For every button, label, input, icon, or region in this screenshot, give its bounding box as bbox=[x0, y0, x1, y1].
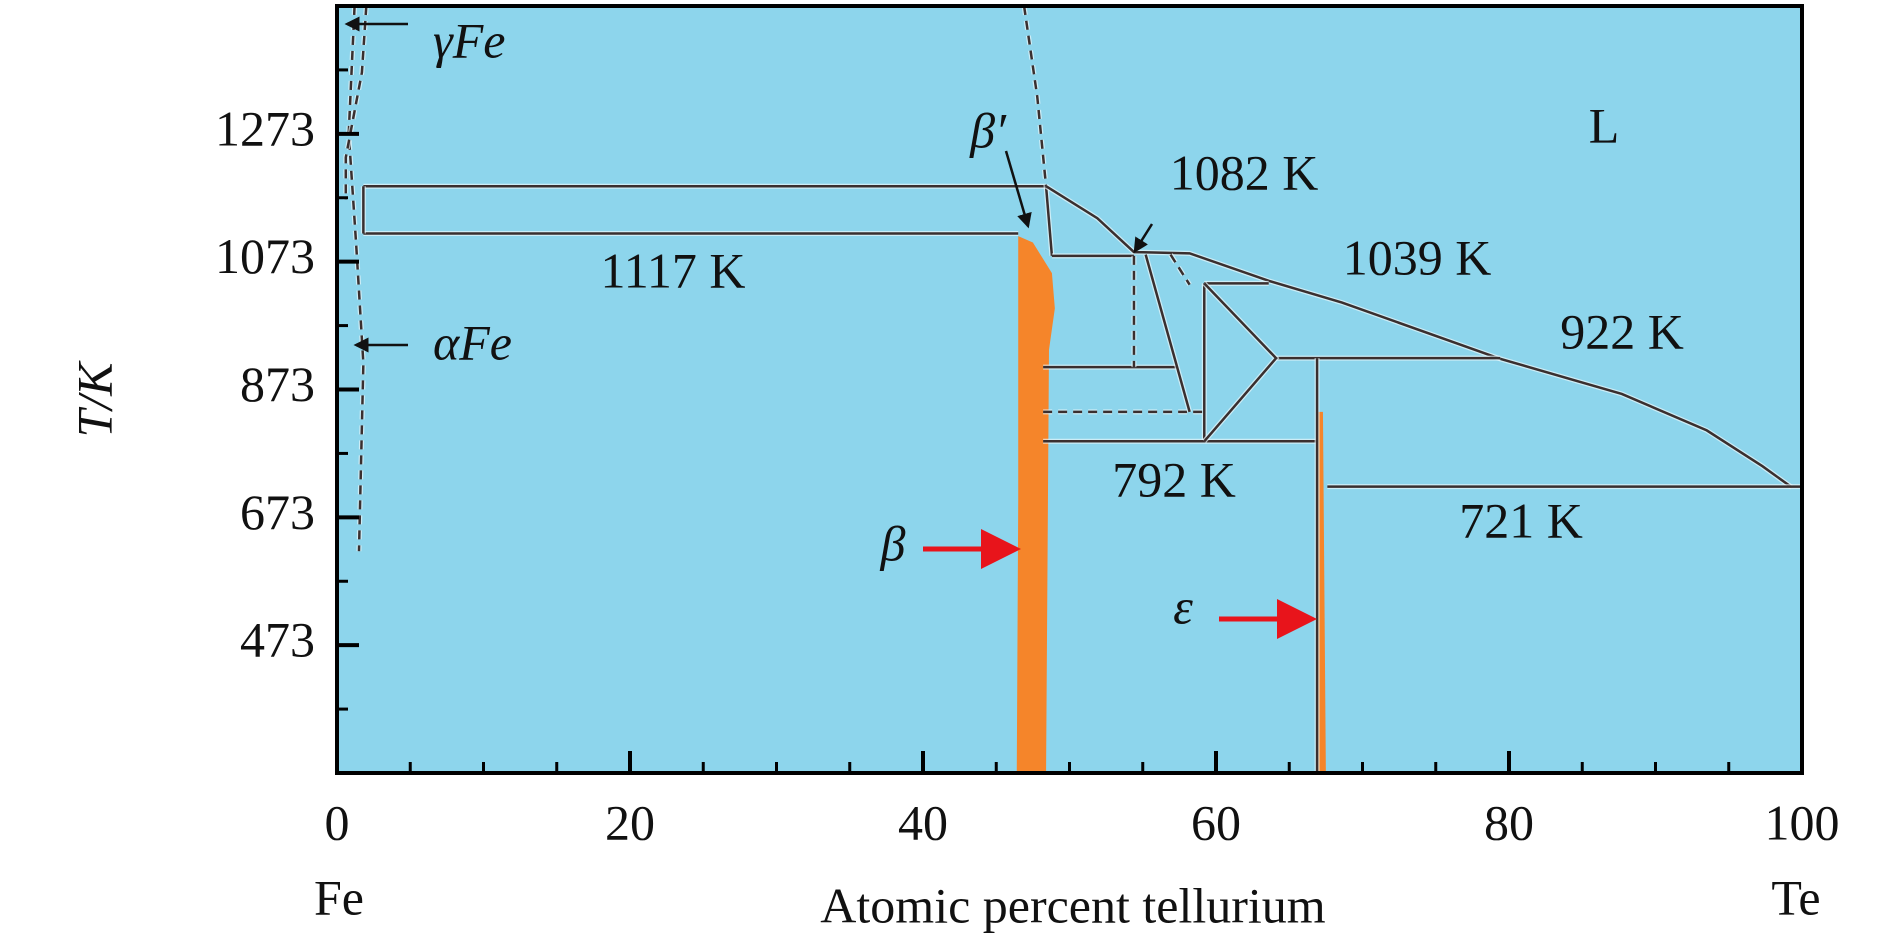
y-tick-label: 673 bbox=[240, 484, 315, 540]
phase-boundary bbox=[1203, 282, 1278, 443]
phase-boundary bbox=[344, 5, 368, 200]
annotation: 1082 K bbox=[1170, 144, 1319, 200]
annotation: ε bbox=[1173, 578, 1193, 634]
phase-region bbox=[1016, 236, 1055, 774]
phase-boundary bbox=[1045, 185, 1793, 489]
annotation: β bbox=[880, 515, 906, 571]
x-tick-label: 20 bbox=[605, 794, 655, 850]
y-tick-label: 473 bbox=[240, 612, 315, 668]
y-axis-label: T/K bbox=[66, 360, 122, 438]
x-end-label: Te bbox=[1771, 869, 1820, 925]
x-axis-label: Atomic percent tellurium bbox=[820, 877, 1326, 933]
annotation: 792 K bbox=[1112, 451, 1236, 507]
phase-boundary bbox=[1022, 5, 1048, 187]
phase-boundary bbox=[1044, 186, 1054, 257]
x-tick-label: 60 bbox=[1191, 794, 1241, 850]
plot-background bbox=[337, 6, 1802, 773]
arrows bbox=[923, 529, 1317, 639]
annotation: L bbox=[1589, 97, 1620, 153]
phase-boundary bbox=[1169, 253, 1191, 286]
annotation: β′ bbox=[969, 102, 1007, 158]
phase-boundary bbox=[1144, 254, 1191, 413]
y-tick-label: 1073 bbox=[215, 228, 315, 284]
x-tick-label: 100 bbox=[1765, 794, 1840, 850]
pointer bbox=[1133, 223, 1154, 254]
x-tick-label: 40 bbox=[898, 794, 948, 850]
annotation: 922 K bbox=[1560, 303, 1684, 359]
x-tick-label: 0 bbox=[325, 794, 350, 850]
x-end-label: Fe bbox=[314, 869, 364, 925]
pointers bbox=[344, 16, 1154, 353]
y-tick-label: 873 bbox=[240, 356, 315, 412]
pointer bbox=[1004, 150, 1032, 229]
annotation: 721 K bbox=[1459, 492, 1583, 548]
annotation: γFe bbox=[433, 12, 505, 68]
annotation: 1039 K bbox=[1343, 229, 1492, 285]
x-tick-label: 80 bbox=[1484, 794, 1534, 850]
annotation: 1117 K bbox=[601, 242, 746, 298]
y-tick-label: 1273 bbox=[215, 100, 315, 156]
plot-area bbox=[335, 4, 1804, 775]
annotation: αFe bbox=[433, 314, 512, 370]
phase-boundary bbox=[347, 5, 365, 552]
